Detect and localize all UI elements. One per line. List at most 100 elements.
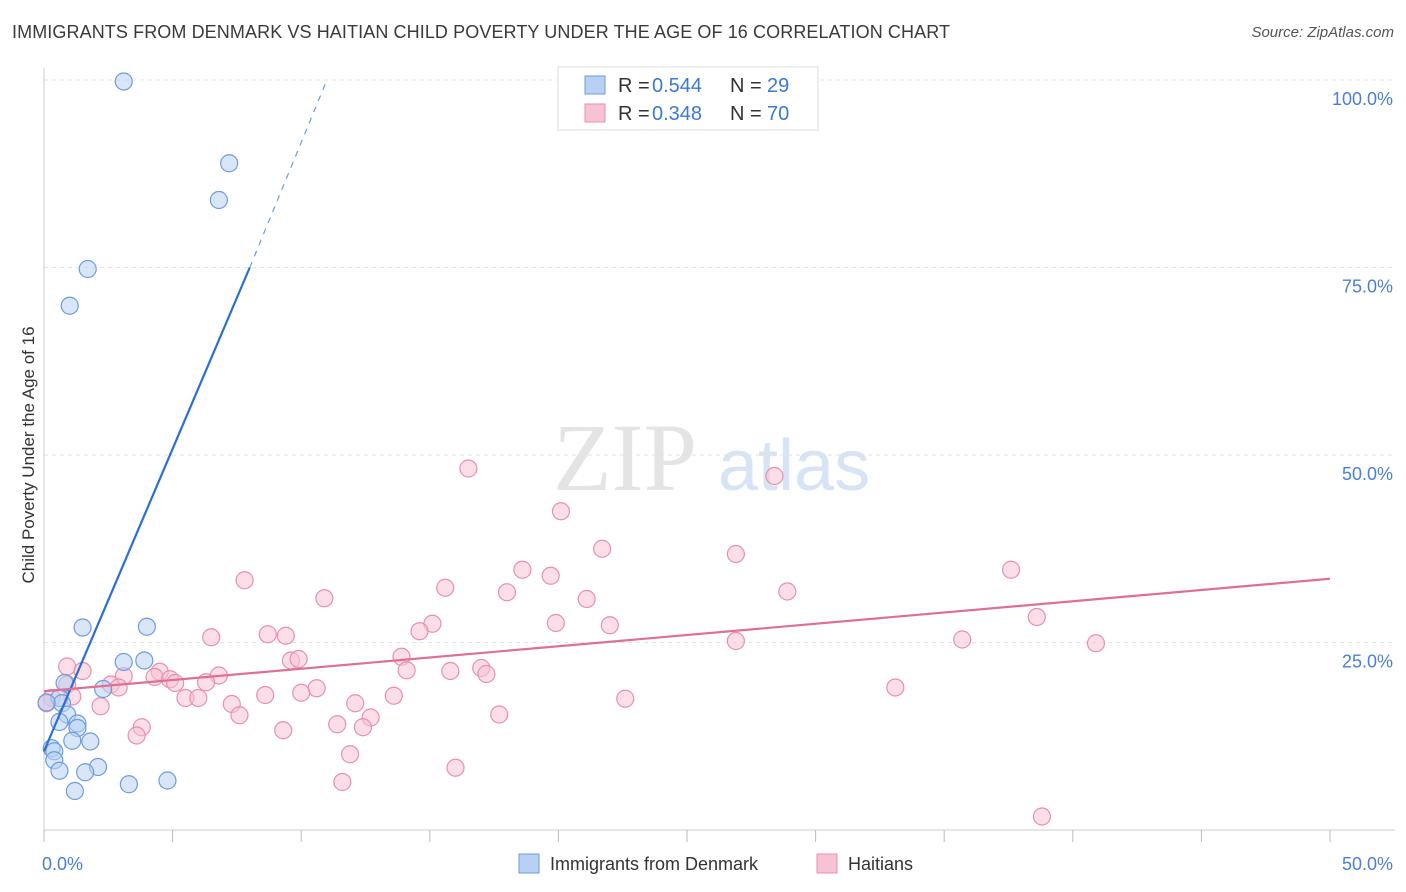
haitians-point-65	[127, 726, 146, 745]
correlation-legend: R = 0.544 N = 29 R = 0.348 N = 70	[557, 66, 819, 131]
haitians-point-56	[91, 697, 110, 716]
denmark-point-2	[209, 190, 228, 210]
haitians-point-39	[166, 673, 185, 693]
denmark-point-28	[37, 693, 56, 712]
watermark-atlas: atlas	[718, 426, 870, 506]
denmark-point-8	[135, 651, 154, 670]
series-legend-label-haitians: Haitians	[848, 854, 913, 874]
haitians-point-29	[58, 657, 77, 676]
denmark-point-27	[65, 781, 84, 801]
haitians-point-27	[289, 649, 308, 669]
legend-swatch-haitians	[584, 103, 606, 123]
haitians-point-3	[593, 539, 612, 558]
haitians-point-68	[333, 772, 352, 792]
legend-n-value-1: 29	[767, 75, 789, 97]
legend-r-value-1: 0.544	[652, 75, 702, 97]
haitians-point-43	[109, 678, 128, 697]
haitians-point-11	[778, 582, 797, 601]
y-tick-label-0: 25.0%	[1342, 652, 1393, 672]
denmark-point-1	[220, 154, 239, 173]
legend-swatch-denmark	[584, 75, 606, 95]
legend-r-label-2: R =	[618, 103, 650, 125]
y-tick-label-2: 75.0%	[1342, 277, 1393, 297]
chart-title: IMMIGRANTS FROM DENMARK VS HAITIAN CHILD…	[12, 22, 951, 42]
y-tick-label-1: 50.0%	[1342, 464, 1393, 484]
haitians-point-16	[546, 613, 565, 633]
series-legend-swatch-denmark	[518, 853, 540, 874]
denmark-point-3	[78, 259, 97, 279]
denmark-point-4	[60, 296, 79, 315]
denmark-point-18	[81, 732, 100, 751]
legend-n-label-2: N =	[730, 103, 762, 125]
haitians-point-32	[397, 661, 416, 680]
haitians-point-8	[235, 571, 254, 590]
haitians-point-69	[1032, 807, 1052, 826]
denmark-point-6	[137, 617, 156, 636]
haitians-point-7	[541, 566, 560, 585]
haitians-point-4	[726, 544, 745, 564]
y-axis-label: Child Poverty Under the Age of 16	[19, 326, 38, 583]
denmark-point-7	[114, 652, 133, 672]
source-label: Source: ZipAtlas.com	[1251, 24, 1394, 41]
haitians-point-45	[292, 683, 311, 702]
haitians-point-34	[477, 664, 496, 684]
legend-n-value-2: 70	[767, 103, 789, 125]
denmark-point-24	[76, 763, 95, 782]
x-tick-label-0: 0.0%	[42, 854, 83, 874]
legend-r-label-1: R =	[618, 75, 650, 97]
legend-n-label-1: N =	[730, 75, 762, 97]
haitians-point-1	[765, 466, 784, 486]
haitians-point-61	[328, 715, 347, 734]
haitians-point-24	[1086, 634, 1106, 653]
haitians-point-62	[353, 718, 373, 737]
series-legend-swatch-haitians	[816, 853, 838, 874]
haitians-point-67	[446, 758, 465, 777]
haitians-point-47	[256, 685, 275, 705]
denmark-point-17	[63, 731, 82, 750]
haitians-point-48	[384, 686, 403, 705]
tick-labels: 25.0% 50.0% 75.0% 100.0% 0.0% 50.0%	[42, 89, 1393, 874]
legend-r-value-2: 0.348	[652, 103, 702, 125]
haitians-point-13	[577, 589, 596, 609]
haitians-point-66	[340, 745, 360, 764]
haitians-point-21	[202, 628, 221, 647]
haitians-point-64	[274, 721, 293, 740]
haitians-point-5	[513, 560, 532, 579]
haitians-point-55	[346, 694, 365, 713]
denmark-point-23	[50, 761, 69, 780]
haitians-point-12	[315, 589, 334, 608]
denmark-trend-extension	[249, 79, 328, 268]
denmark-point-10	[94, 679, 113, 699]
haitians-point-17	[600, 616, 619, 635]
haitians-trend-line	[43, 577, 1331, 693]
denmark-point-0	[114, 72, 133, 91]
y-tick-label-3: 100.0%	[1332, 89, 1393, 109]
haitians-point-44	[307, 679, 326, 698]
denmark-point-25	[158, 771, 177, 790]
trend-lines	[42, 79, 1331, 752]
gridlines	[44, 79, 1395, 643]
haitians-point-33	[441, 661, 460, 681]
haitians-point-6	[1001, 560, 1021, 579]
series-legend-label-denmark: Immigrants from Denmark	[550, 854, 759, 874]
haitians-point-58	[230, 706, 249, 725]
haitians-point-22	[953, 630, 972, 649]
haitians-point-52	[616, 689, 635, 708]
denmark-point-26	[119, 775, 138, 794]
haitians-point-20	[276, 626, 295, 645]
haitians-point-10	[497, 583, 517, 602]
haitians-point-2	[551, 502, 571, 521]
haitians-point-23	[726, 631, 745, 651]
haitians-point-46	[886, 678, 905, 697]
denmark-trend-line	[42, 267, 251, 752]
haitians-point-51	[189, 688, 208, 708]
x-tick-label-1: 50.0%	[1342, 854, 1393, 874]
series-legend: Immigrants from Denmark Haitians	[518, 853, 913, 874]
watermark-zip: ZIP	[553, 404, 697, 511]
haitians-point-14	[1027, 607, 1046, 627]
haitians-point-18	[410, 622, 429, 641]
haitians-point-60	[490, 705, 509, 724]
haitians-point-19	[258, 625, 277, 644]
denmark-point-5	[73, 618, 92, 637]
